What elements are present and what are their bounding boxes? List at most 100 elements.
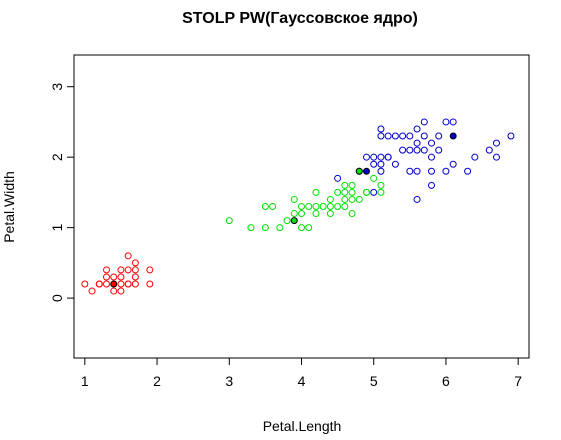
x-axis-label: Petal.Length (263, 418, 342, 434)
data-point (95, 280, 103, 288)
data-point (377, 188, 385, 196)
data-point (312, 188, 320, 196)
y-tick-label: 0 (49, 294, 65, 302)
chart-title: STOLP PW(Гауссовское ядро) (182, 10, 418, 27)
data-point (435, 146, 443, 154)
data-point (341, 188, 349, 196)
data-point (261, 203, 269, 210)
data-point (298, 203, 305, 210)
x-axis: 1 2 3 4 5 6 7 (81, 357, 522, 389)
y-tick-label: 3 (49, 83, 65, 91)
stolp-point (290, 217, 298, 225)
data-point (413, 125, 421, 133)
data-point (103, 280, 110, 288)
x-tick-label: 7 (514, 373, 522, 389)
data-point (124, 252, 132, 260)
y-axis-label: Petal.Width (1, 171, 17, 243)
data-point (283, 217, 291, 225)
data-point (428, 181, 435, 189)
data-point (377, 160, 385, 168)
data-point (276, 224, 284, 232)
data-point (225, 217, 233, 225)
data-point (377, 167, 385, 175)
data-point (413, 139, 421, 147)
data-point (464, 167, 472, 175)
data-point (312, 203, 320, 210)
data-point (406, 167, 414, 175)
data-point (124, 280, 132, 288)
stolp-point (110, 280, 118, 288)
data-point (363, 188, 370, 196)
data-point (377, 125, 385, 133)
data-point (442, 167, 450, 175)
data-point (471, 153, 479, 161)
data-point (370, 153, 378, 161)
x-tick-label: 3 (225, 373, 233, 389)
stolp-point (363, 167, 370, 175)
data-point (110, 287, 118, 295)
data-point (117, 266, 125, 274)
y-tick-label: 1 (49, 224, 65, 232)
data-point (406, 132, 414, 140)
data-point (305, 224, 313, 232)
data-point (428, 167, 435, 175)
data-point (341, 203, 349, 210)
data-point (413, 195, 421, 203)
data-point (269, 203, 277, 210)
data-point (290, 210, 298, 218)
x-tick-label: 1 (81, 373, 89, 389)
data-point (348, 195, 356, 203)
data-point (298, 224, 305, 232)
data-point (420, 132, 428, 140)
x-tick-label: 6 (442, 373, 450, 389)
data-point (377, 181, 385, 189)
data-point (290, 195, 298, 203)
data-point (384, 153, 392, 161)
data-point (81, 280, 89, 288)
data-point (435, 132, 443, 140)
data-point (110, 273, 118, 281)
x-tick-label: 2 (153, 373, 161, 389)
data-point (124, 266, 132, 274)
data-point (334, 188, 342, 196)
data-point (312, 210, 320, 218)
data-point (131, 273, 139, 281)
data-point (326, 210, 334, 218)
data-point (326, 195, 334, 203)
data-point (355, 195, 363, 203)
data-point (131, 266, 139, 274)
data-point (146, 280, 154, 288)
data-point (485, 146, 493, 154)
data-point (413, 146, 421, 154)
data-point (103, 273, 110, 281)
data-point (391, 132, 399, 140)
data-point (319, 203, 327, 210)
data-point (370, 174, 378, 182)
data-point (377, 132, 385, 140)
data-point (391, 160, 399, 168)
x-tick-label: 4 (298, 373, 306, 389)
data-point (117, 280, 125, 288)
data-point (399, 146, 407, 154)
data-point (117, 273, 125, 281)
data-point (348, 210, 356, 218)
stolp-point (355, 167, 363, 175)
data-point (131, 280, 139, 288)
data-point (428, 153, 435, 161)
y-axis: 0 1 2 3 (49, 83, 75, 302)
x-tick-label: 5 (370, 373, 378, 389)
data-point (247, 224, 255, 232)
data-point (363, 153, 370, 161)
data-point (326, 203, 334, 210)
y-tick-label: 2 (49, 153, 65, 161)
plot-frame (73, 54, 530, 359)
data-point (413, 167, 421, 175)
data-point (298, 210, 305, 218)
data-point (334, 203, 342, 210)
data-point (377, 153, 385, 161)
data-point (341, 195, 349, 203)
data-point (449, 160, 457, 168)
data-point (348, 188, 356, 196)
data-point (117, 287, 125, 295)
